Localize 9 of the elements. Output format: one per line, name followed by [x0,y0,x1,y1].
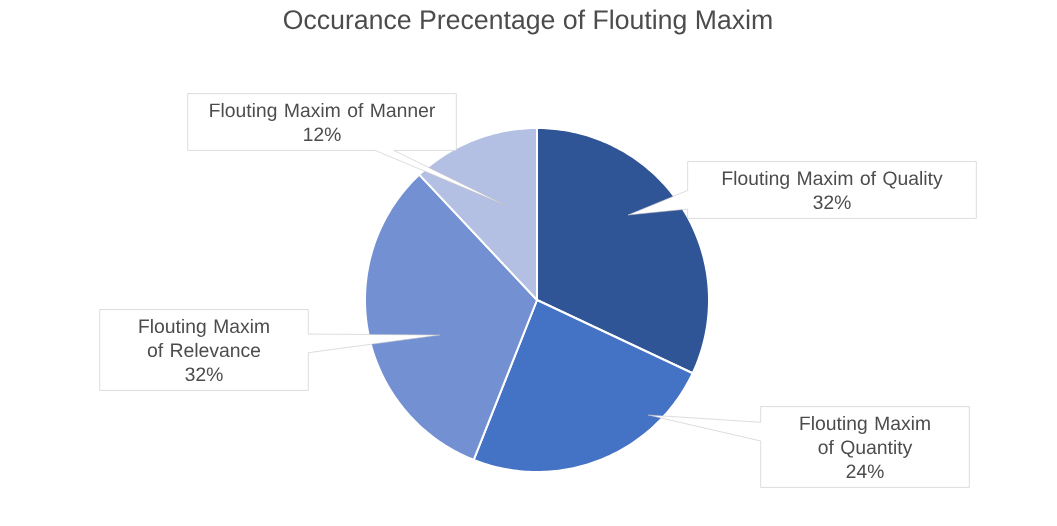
data-label: 24% [846,464,884,479]
slice-label: Flouting Maxim of Relevance [139,318,269,358]
slice-label: Flouting Maxim of Manner [210,102,435,121]
slice-label: Flouting Maxim of Quantity [800,415,930,458]
data-label: 12% [304,127,341,142]
data-label: 32% [813,195,851,210]
slice-label: Flouting Maxim of Quality [722,170,943,189]
data-label: 32% [185,367,223,382]
chart-title: Occurance Precentage of Flouting Maxim [283,9,772,35]
